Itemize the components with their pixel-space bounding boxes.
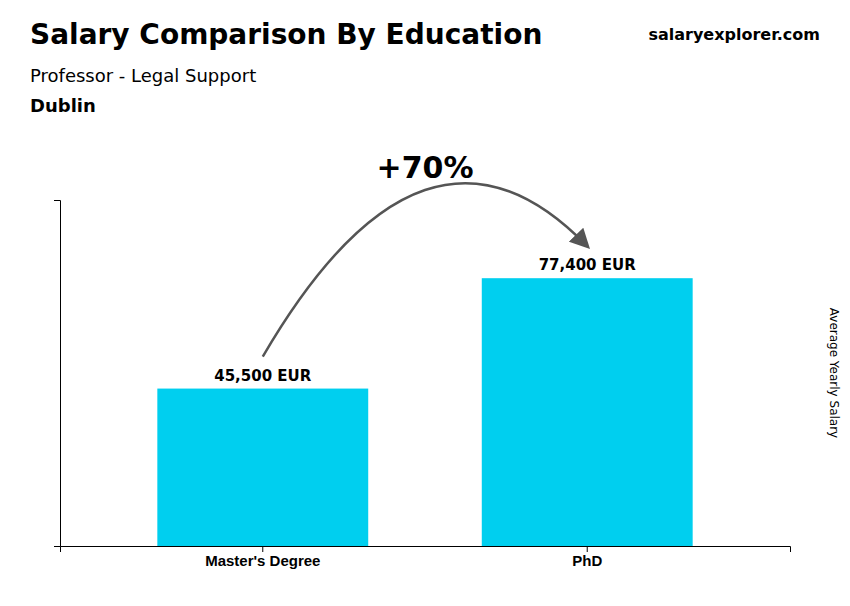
plot: Master's Degree PhD 45,500 EUR 77,400 EUR +7… bbox=[54, 150, 791, 569]
arrow bbox=[263, 183, 587, 356]
x-tick-label: PhD bbox=[572, 552, 602, 569]
x-axis-line bbox=[61, 547, 791, 553]
x-tick: PhD bbox=[572, 546, 602, 569]
y-axis-title: Average Yearly Salary bbox=[827, 308, 841, 438]
data-label: 77,400 EUR bbox=[539, 256, 637, 274]
data-label: 45,500 EUR bbox=[214, 367, 312, 385]
title: Salary Comparison By Education bbox=[30, 18, 542, 51]
y-axis bbox=[54, 201, 61, 547]
bars bbox=[157, 278, 692, 546]
subtitle: Professor - Legal Support bbox=[30, 65, 256, 86]
y-axis-line bbox=[54, 201, 61, 547]
x-axis: Master's Degree PhD bbox=[61, 546, 791, 569]
chart: Salary Comparison By Education Professor … bbox=[0, 0, 850, 606]
annotation: Dublin bbox=[30, 95, 96, 116]
annotation: +70% bbox=[377, 150, 474, 185]
annotation: salaryexplorer.com bbox=[648, 25, 820, 44]
bar bbox=[482, 278, 693, 546]
data-labels: 45,500 EUR 77,400 EUR bbox=[214, 256, 636, 384]
bar bbox=[157, 389, 368, 546]
x-tick: Master's Degree bbox=[205, 546, 320, 569]
x-tick-label: Master's Degree bbox=[205, 552, 320, 569]
